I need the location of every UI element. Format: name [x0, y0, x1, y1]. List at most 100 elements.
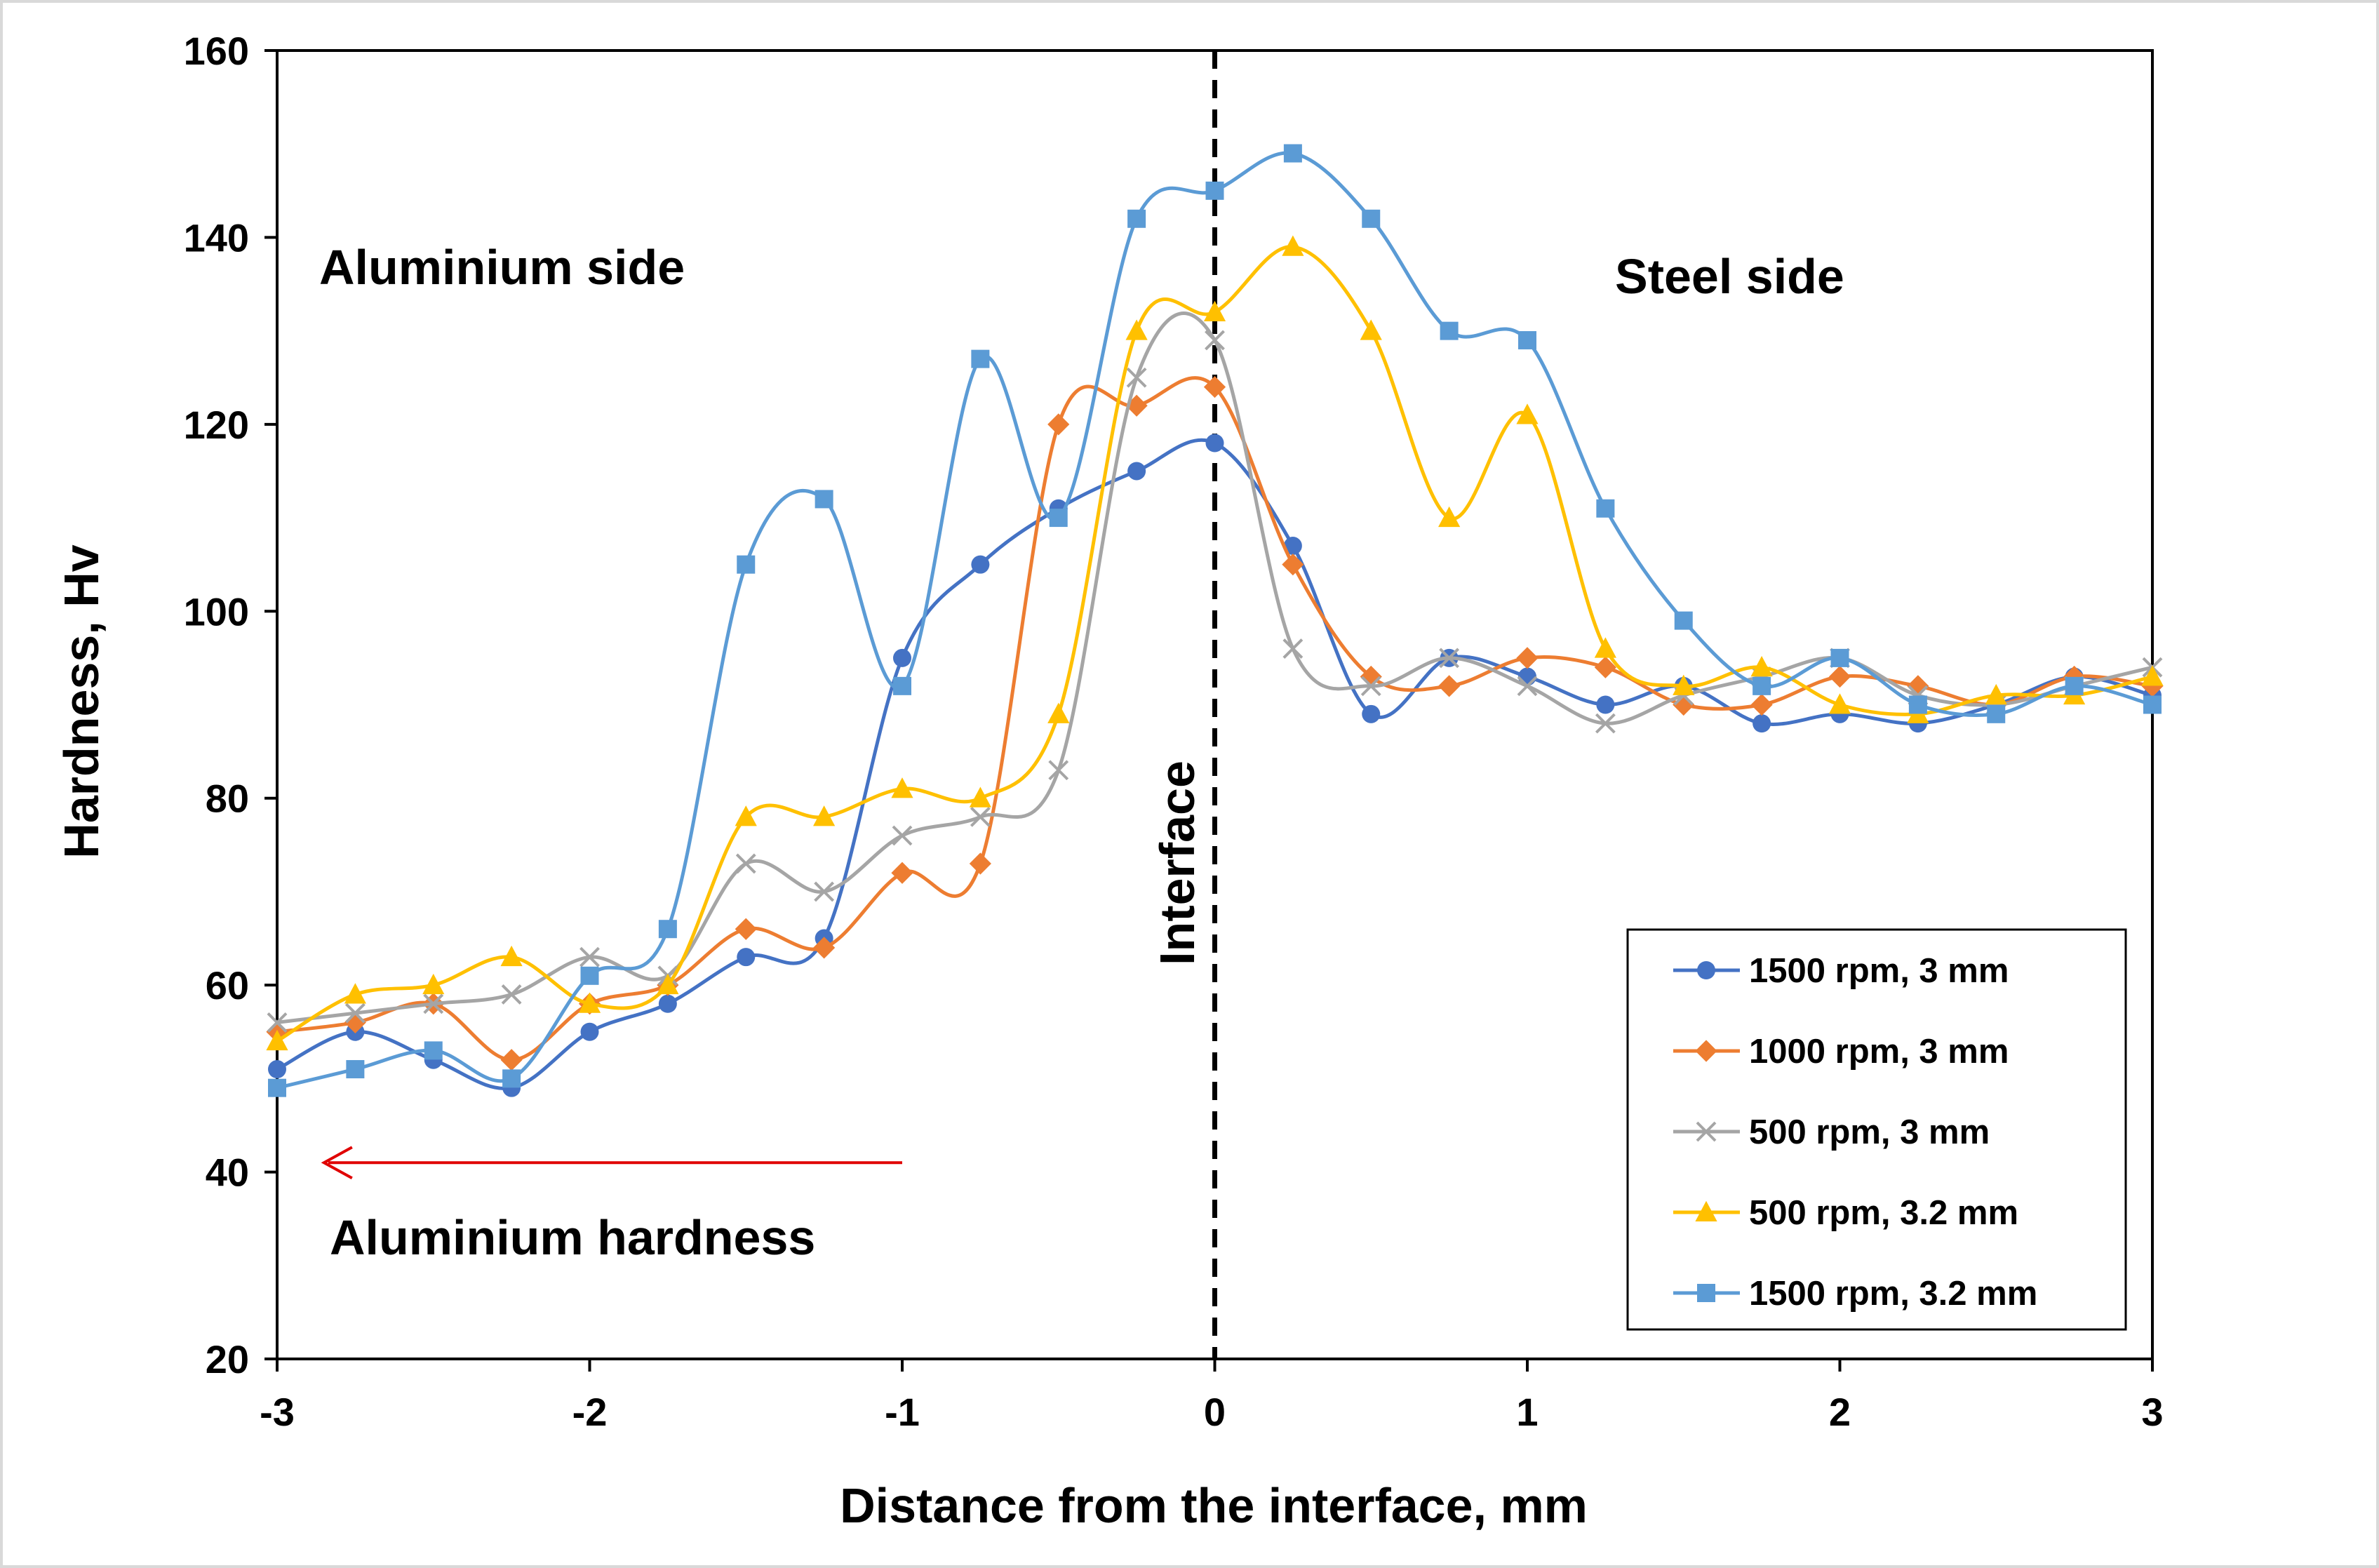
- data-point: [423, 993, 444, 1014]
- data-point: [1283, 537, 1302, 556]
- data-point: [1125, 394, 1148, 417]
- data-point: [813, 805, 836, 826]
- data-point: [1753, 676, 1771, 695]
- data-point: [1987, 704, 2006, 723]
- data-point: [1049, 509, 1068, 528]
- data-point: [1203, 300, 1226, 321]
- data-point: [969, 786, 991, 808]
- data-point: [1282, 235, 1304, 256]
- y-tick-label: 80: [206, 777, 249, 821]
- data-point: [1596, 695, 1615, 714]
- data-point: [1205, 330, 1225, 351]
- legend-item-3: 500 rpm, 3.2 mm: [1673, 1194, 2018, 1232]
- data-point: [1047, 702, 1070, 723]
- data-point: [1126, 367, 1147, 388]
- data-point: [1695, 1200, 1717, 1221]
- legend-label: 1500 rpm, 3 mm: [1749, 952, 2009, 990]
- legend-item-0: 1500 rpm, 3 mm: [1673, 952, 2009, 990]
- data-point: [1828, 693, 1851, 714]
- data-point: [1517, 676, 1538, 697]
- data-point: [893, 676, 911, 695]
- legend-label: 1000 rpm, 3 mm: [1749, 1033, 2009, 1071]
- data-point: [1595, 713, 1616, 734]
- data-point: [1908, 695, 1927, 714]
- data-point: [1674, 611, 1693, 630]
- data-point: [500, 1049, 523, 1071]
- data-point: [1594, 637, 1616, 658]
- series-3: [266, 235, 2164, 1051]
- data-point: [1695, 1040, 1717, 1062]
- data-point: [1438, 506, 1461, 528]
- data-point: [1047, 413, 1070, 436]
- legend-item-4: 1500 rpm, 3.2 mm: [1673, 1275, 2037, 1313]
- legend-item-1: 1000 rpm, 3 mm: [1673, 1033, 2009, 1071]
- y-tick-label: 120: [184, 403, 249, 447]
- data-point: [1439, 648, 1460, 669]
- x-tick-label: -2: [572, 1390, 608, 1434]
- data-point: [893, 648, 911, 667]
- data-point: [422, 973, 445, 995]
- y-tick-label: 160: [184, 29, 249, 73]
- data-point: [1360, 665, 1382, 688]
- legend-box: [1626, 928, 2127, 1331]
- y-tick-label: 100: [184, 589, 249, 634]
- legend-items: 1500 rpm, 3 mm 1000 rpm, 3 mm 500 rpm, 3 m…: [1673, 952, 2037, 1313]
- y-tick-label: 40: [206, 1151, 249, 1195]
- data-point: [971, 555, 990, 574]
- data-point: [658, 920, 677, 939]
- data-point: [1205, 434, 1224, 453]
- legend: 1500 rpm, 3 mm 1000 rpm, 3 mm 500 rpm, 3 m…: [1626, 928, 2127, 1331]
- data-point: [1125, 319, 1148, 340]
- data-point: [815, 490, 833, 509]
- data-point: [735, 853, 756, 874]
- data-point: [1048, 760, 1069, 781]
- data-point: [580, 1022, 599, 1041]
- data-point: [2141, 665, 2164, 686]
- data-point: [814, 881, 835, 902]
- data-point: [1516, 403, 1539, 424]
- data-point: [891, 777, 913, 798]
- data-point: [1753, 714, 1771, 733]
- legend-label: 500 rpm, 3 mm: [1749, 1113, 1990, 1151]
- data-point: [892, 825, 913, 846]
- legend-item-2: 500 rpm, 3 mm: [1673, 1113, 1990, 1151]
- data-point: [1828, 665, 1851, 688]
- data-point: [1283, 144, 1302, 163]
- annotations: Aluminium side Steel side Aluminium hard…: [319, 240, 1844, 1265]
- data-point: [1750, 693, 1773, 716]
- x-tick-label: -1: [885, 1390, 920, 1434]
- data-point: [1673, 674, 1695, 695]
- aluminium-side-label: Aluminium side: [319, 240, 685, 295]
- data-point: [1127, 462, 1146, 481]
- data-point: [502, 1069, 521, 1088]
- series-4: [268, 144, 2162, 1097]
- series-line: [276, 311, 2153, 1024]
- y-axis-title: Hardness, Hv: [54, 544, 109, 858]
- x-tick-label: 2: [1829, 1390, 1851, 1434]
- data-point: [268, 1060, 286, 1079]
- data-point: [657, 973, 679, 995]
- data-point: [1360, 319, 1382, 340]
- interface-marker: [321, 51, 1217, 1359]
- data-point: [1907, 675, 1929, 697]
- data-point: [1362, 209, 1381, 228]
- data-point: [268, 1078, 286, 1097]
- data-point: [1127, 209, 1146, 228]
- data-point: [737, 555, 756, 574]
- data-point: [1697, 1284, 1715, 1302]
- data-point: [1282, 638, 1304, 659]
- data-point: [1360, 676, 1381, 697]
- data-point: [1830, 648, 1849, 667]
- data-point: [1438, 675, 1461, 697]
- data-point: [2065, 676, 2084, 695]
- x-tick-label: 0: [1204, 1390, 1226, 1434]
- data-point: [1518, 330, 1536, 349]
- data-point: [891, 862, 913, 884]
- legend-label: 1500 rpm, 3.2 mm: [1749, 1275, 2037, 1313]
- data-point: [971, 349, 990, 368]
- data-point: [2143, 695, 2162, 714]
- x-tick-label: 3: [2141, 1390, 2163, 1434]
- data-point: [969, 852, 991, 875]
- x-axis-title: Distance from the interface, mm: [840, 1478, 1588, 1533]
